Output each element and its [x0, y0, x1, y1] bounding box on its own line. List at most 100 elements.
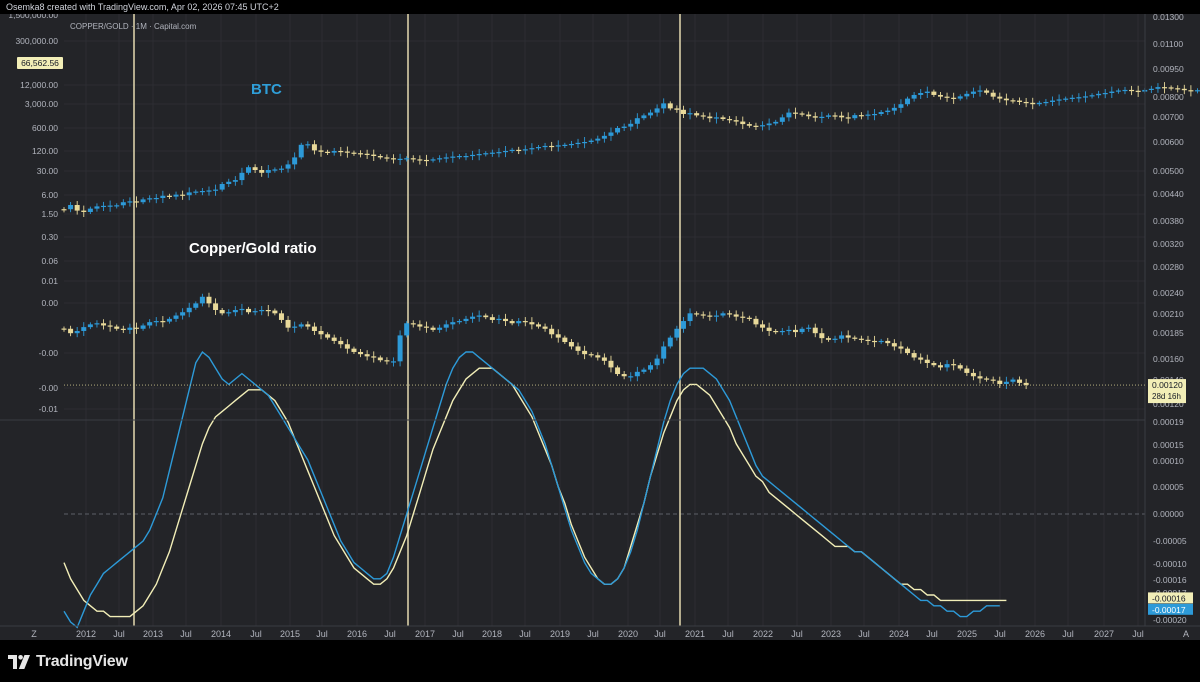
x-tick-label: Jul	[587, 629, 599, 639]
copper-gold-candle	[423, 326, 429, 328]
btc-candle	[193, 191, 199, 193]
copper-gold-candle	[371, 356, 377, 358]
btc-candle	[133, 201, 139, 203]
right-tick-label: 0.00160	[1153, 354, 1184, 364]
copper-gold-candle	[147, 322, 153, 326]
btc-candle	[1102, 93, 1108, 95]
btc-candle	[924, 91, 930, 93]
copper-gold-candle	[476, 315, 482, 317]
left-tick-label: 0.00	[41, 298, 58, 308]
x-tick-label: Jul	[384, 629, 396, 639]
btc-candle	[74, 205, 80, 211]
btc-candle	[153, 198, 159, 200]
copper-gold-candle	[621, 374, 627, 377]
btc-candle	[226, 181, 232, 184]
copper-gold-candle	[259, 310, 265, 312]
btc-candle	[516, 149, 522, 152]
btc-candle	[391, 158, 396, 160]
copper-gold-candle	[555, 334, 561, 338]
copper-gold-candle	[812, 327, 818, 334]
copper-gold-candle	[885, 340, 891, 344]
copper-gold-candle	[720, 313, 726, 316]
copper-gold-candle	[535, 324, 541, 327]
btc-candle	[825, 115, 831, 117]
copper-gold-candle	[746, 317, 752, 319]
copper-gold-candle	[839, 335, 845, 339]
osc-tick-label: -0.00005	[1153, 536, 1187, 546]
copper-gold-candle	[331, 337, 337, 341]
btc-candle	[285, 164, 291, 169]
btc-candle	[1036, 102, 1042, 105]
header-bar: Osemka8 created with TradingView.com, Ap…	[0, 0, 1200, 14]
copper-gold-candle	[470, 316, 476, 319]
osc-tick-label: 0.00019	[1153, 417, 1184, 427]
tradingview-logo[interactable]: TradingView	[8, 653, 128, 671]
copper-gold-candle	[680, 321, 686, 329]
osc-fast-tag-label: -0.00017	[1152, 605, 1186, 615]
btc-candles	[61, 82, 1200, 217]
btc-candle	[87, 208, 93, 212]
x-tick-label: 2024	[889, 629, 909, 639]
btc-candle	[417, 159, 423, 161]
x-tick-label: Jul	[316, 629, 328, 639]
tradingview-mark-icon	[8, 655, 30, 669]
copper-gold-candle	[272, 310, 278, 314]
left-tick-label: 0.06	[41, 256, 58, 266]
x-tick-label: Jul	[926, 629, 938, 639]
btc-candle	[305, 144, 311, 146]
copper-gold-candle	[68, 328, 74, 334]
btc-candle	[806, 114, 812, 117]
btc-candle	[786, 112, 792, 118]
countdown-label: 28d 16h	[1152, 392, 1181, 401]
btc-candle	[555, 145, 561, 147]
btc-candle	[186, 192, 192, 196]
btc-candle	[450, 156, 456, 158]
btc-candle	[358, 153, 364, 155]
left-tick-label: 3,000.00	[25, 99, 58, 109]
btc-candle	[351, 152, 357, 154]
btc-candle	[101, 205, 107, 208]
left-tick-label: 30.00	[37, 166, 59, 176]
btc-candle	[812, 116, 818, 118]
btc-candle	[160, 195, 166, 198]
copper-gold-candle	[792, 329, 798, 333]
copper-gold-candle	[970, 372, 976, 377]
btc-candle	[437, 158, 443, 160]
btc-candle	[898, 104, 904, 108]
copper-gold-candles	[61, 292, 1029, 390]
copper-gold-candle	[806, 327, 812, 329]
btc-candle	[839, 115, 845, 118]
copper-gold-candle	[81, 327, 87, 331]
copper-gold-candle	[437, 327, 443, 330]
btc-candle	[753, 125, 759, 127]
copper-gold-candle	[825, 338, 831, 340]
btc-candle	[1129, 89, 1135, 92]
x-tick-label: 2015	[280, 629, 300, 639]
copper-gold-candle	[878, 340, 884, 343]
copper-gold-candle	[648, 365, 654, 370]
x-tick-label: 2018	[482, 629, 502, 639]
copper-gold-candle	[707, 315, 713, 317]
current-value-label: 0.00120	[1152, 380, 1183, 390]
btc-candle	[318, 150, 324, 152]
btc-candle	[206, 190, 212, 192]
copper-gold-candle	[311, 326, 317, 331]
copper-gold-candle	[779, 330, 785, 333]
btc-candle	[483, 153, 489, 155]
btc-candle	[905, 98, 911, 105]
copper-gold-candle	[456, 321, 462, 323]
osc-tick-label: -0.00010	[1153, 559, 1187, 569]
x-tick-label: 2022	[753, 629, 773, 639]
btc-candle	[522, 149, 528, 151]
btc-candle	[1050, 100, 1055, 102]
btc-candle	[470, 154, 476, 157]
copper-gold-candle	[166, 318, 172, 322]
copper-gold-candle	[575, 346, 581, 351]
btc-candle	[219, 184, 225, 190]
chart-area[interactable]: COPPER/GOLD · 1M · Capital.com BTC Coppe…	[0, 14, 1200, 640]
copper-gold-candle	[180, 312, 186, 316]
btc-candle	[845, 117, 851, 119]
copper-gold-candle	[358, 351, 364, 355]
copper-gold-candle	[760, 324, 766, 328]
